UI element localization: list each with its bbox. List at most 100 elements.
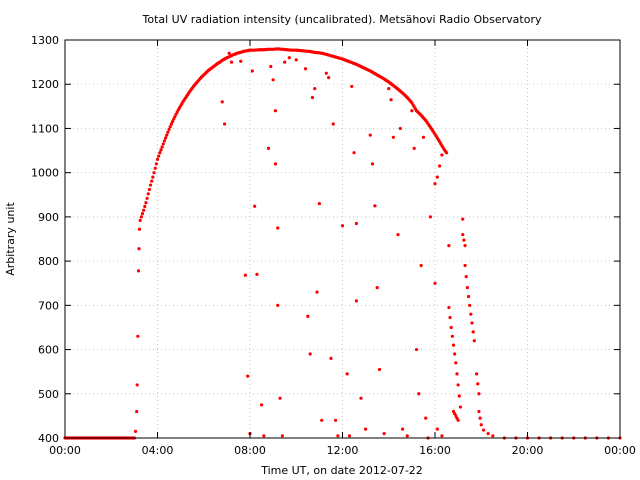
data-point [152,171,156,175]
data-point [143,204,147,209]
data-point [154,162,158,166]
data-point [486,431,490,436]
data-point [169,122,173,126]
data-point [455,372,459,376]
data-point [404,94,408,98]
data-point [273,109,278,113]
data-point [298,48,302,53]
data-point [324,71,328,75]
data-point [428,215,432,219]
data-point [220,100,224,104]
data-point [203,72,207,76]
data-point [284,48,288,52]
x-tick-label: 08:00 [234,444,266,457]
data-point [414,347,419,352]
data-point [333,418,338,422]
data-point [239,59,243,63]
data-point [177,106,182,110]
data-point [196,79,200,83]
data-point [163,136,168,140]
data-point [327,75,331,80]
data-point [166,130,170,134]
data-point [350,84,354,89]
data-point [433,281,437,285]
data-point [280,434,284,438]
data-point [375,286,379,290]
data-point [175,110,179,114]
y-tick-label: 700 [38,299,59,312]
data-point [461,217,465,221]
data-point [385,79,390,83]
data-point [359,396,363,400]
data-point [395,86,399,90]
data-point [448,315,452,320]
data-point [308,352,312,356]
data-point [440,153,444,157]
data-point [138,218,142,223]
x-tick-label: 04:00 [142,444,174,457]
data-point [465,286,469,290]
data-point [451,343,456,347]
data-point [427,123,431,128]
data-point [432,130,436,135]
data-point [142,208,146,212]
data-point [133,429,138,433]
data-point [447,244,451,248]
data-point [396,232,400,237]
data-point [148,183,153,187]
data-point [147,187,152,192]
data-point [184,95,189,99]
data-point [137,227,142,231]
data-point [413,107,417,111]
data-point [453,352,457,356]
y-axis-label: Arbitrary unit [4,202,17,276]
data-point [306,314,310,318]
data-point [463,244,467,248]
y-tick-label: 1100 [31,122,59,135]
data-point [329,356,333,360]
x-tick-label: 20:00 [512,444,544,457]
data-point [219,59,223,63]
data-point [466,294,471,299]
data-point [417,392,421,396]
data-point [150,179,154,183]
data-point [438,164,442,168]
data-point [377,367,382,372]
data-point [207,68,212,72]
data-point [198,76,202,81]
data-point [458,405,463,409]
data-point [419,263,423,268]
y-tick-label: 600 [38,344,59,357]
data-point [390,83,394,87]
y-tick-label: 800 [38,255,59,268]
data-point [463,263,467,268]
data-point [167,127,171,131]
data-point [165,133,169,137]
x-tick-label: 00:00 [604,444,636,457]
data-point [227,51,231,55]
data-point [450,334,454,338]
data-point [478,416,482,420]
data-point [259,403,264,407]
data-point [352,151,356,155]
data-point [262,434,266,438]
data-point [270,47,274,51]
data-point [243,273,247,277]
data-point [464,274,468,279]
data-point [157,154,161,158]
data-point [276,303,280,307]
data-point [320,418,324,422]
data-point [449,325,453,330]
data-point [139,215,143,219]
data-point [265,47,269,52]
data-point [221,58,226,62]
data-point [269,64,273,69]
data-point [389,98,393,102]
data-point [331,122,335,126]
data-point [354,221,358,226]
data-point [194,82,198,86]
data-point [381,76,385,80]
data-point [162,139,167,143]
data-point [205,70,209,74]
data-point [440,434,444,438]
